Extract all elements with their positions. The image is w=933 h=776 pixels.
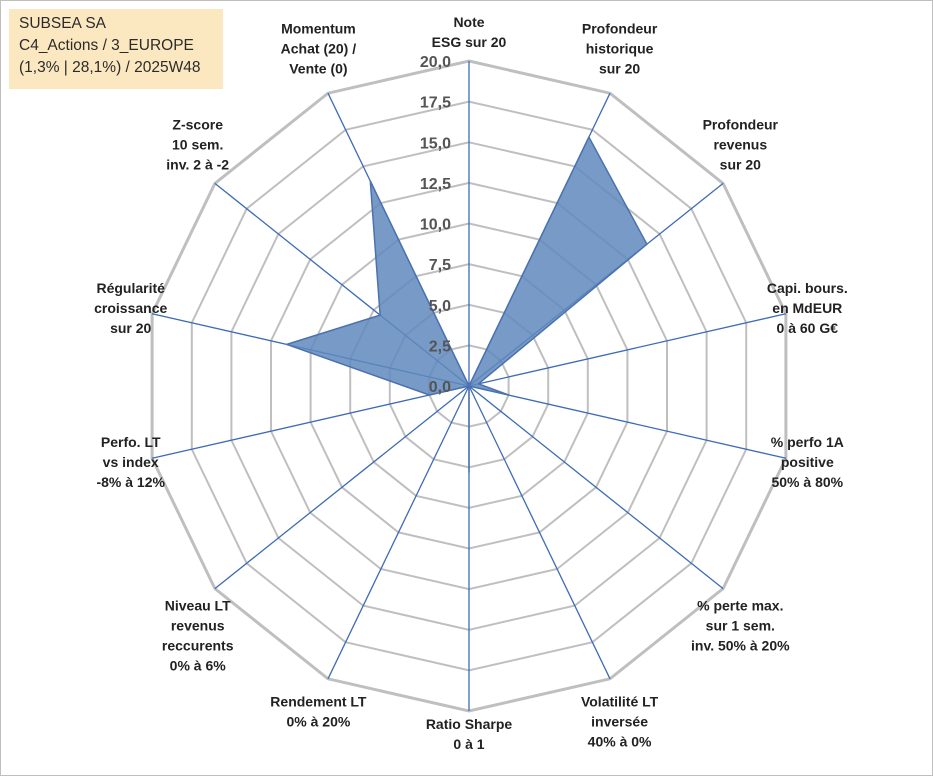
axis-label: Profondeur revenus sur 20 — [703, 117, 779, 173]
axis-label-line: vs index — [103, 454, 159, 470]
series-area — [286, 136, 648, 473]
axis-label-line: 0 à 1 — [453, 736, 484, 752]
axis-label-line: -8% à 12% — [96, 474, 165, 490]
axis-spoke — [468, 385, 611, 680]
tick-label: 17,5 — [420, 95, 451, 112]
portfolio-name: C4_Actions / 3_EUROPE — [19, 37, 194, 54]
axis-label-line: inv. 2 à -2 — [166, 157, 229, 173]
axis-label: Perfo. LT vs index -8% à 12% — [96, 434, 165, 490]
company-name: SUBSEA SA — [19, 15, 107, 32]
axis-labels: Note ESG sur 20 Profondeur historique sur 20… — [94, 14, 848, 752]
axis-label: Z-score 10 sem. inv. 2 à -2 — [166, 117, 229, 173]
axis-spoke — [327, 385, 470, 680]
axis-label-line: sur 1 sem. — [706, 617, 775, 633]
axis-label-line: Z-score — [172, 117, 223, 133]
axis-label-line: revenus — [713, 137, 767, 153]
axis-label-line: sur 20 — [720, 157, 761, 173]
axis-label-line: ESG sur 20 — [432, 34, 507, 50]
tick-label: 7,5 — [429, 257, 451, 274]
axis-label-line: Profondeur — [582, 20, 658, 36]
axis-label-line: Volatilité LT — [581, 694, 659, 710]
axis-label-line: sur 20 — [599, 60, 640, 76]
axis-label-line: inversée — [591, 714, 648, 730]
tick-label: 2,5 — [429, 338, 451, 355]
axis-label: Profondeur historique sur 20 — [582, 20, 658, 76]
axis-label-line: Profondeur — [703, 117, 779, 133]
tick-labels: 0,0 2,5 5,0 7,5 10,0 12,5 15,0 17,5 20,0 — [420, 54, 451, 396]
axis-label: Ratio Sharpe 0 à 1 — [426, 716, 513, 752]
period-stats: (1,3% | 28,1%) / 2025W48 — [19, 59, 201, 76]
axis-label-line: Vente (0) — [289, 60, 347, 76]
axis-label-line: revenus — [171, 617, 225, 633]
axis-label-line: % perfo 1A — [771, 434, 844, 450]
axis-label: Rendement LT 0% à 20% — [270, 694, 367, 730]
axis-label-line: 40% à 0% — [588, 734, 652, 750]
data-area — [286, 136, 648, 473]
axis-label-line: Capi. bours. — [767, 280, 848, 296]
axis-label: Volatilité LT inversée 40% à 0% — [581, 694, 659, 750]
axis-label-line: 0% à 6% — [170, 657, 227, 673]
axis-label: Régularité croissance sur 20 — [94, 280, 167, 336]
axis-label-line: historique — [586, 40, 654, 56]
axis-label-line: 0 à 60 G€ — [777, 320, 839, 336]
axis-spoke — [468, 313, 787, 387]
axis-label-line: Ratio Sharpe — [426, 716, 513, 732]
axis-spoke — [151, 385, 470, 459]
axis-label: % perte max. sur 1 sem. inv. 50% à 20% — [691, 597, 790, 653]
axis-label-line: Niveau LT — [165, 597, 231, 613]
axis-label-line: % perte max. — [697, 597, 783, 613]
axis-spoke — [214, 385, 470, 590]
axis-label-line: Achat (20) / — [281, 40, 357, 56]
axis-label-line: Régularité — [96, 280, 165, 296]
axis-label-line: inv. 50% à 20% — [691, 637, 790, 653]
axis-label-line: croissance — [94, 300, 167, 316]
tick-label: 10,0 — [420, 217, 451, 234]
tick-label: 5,0 — [429, 298, 451, 315]
tick-label: 0,0 — [429, 379, 451, 396]
tick-label: 15,0 — [420, 135, 451, 152]
axis-label-line: Rendement LT — [270, 694, 367, 710]
axis-label-line: reccurents — [162, 637, 234, 653]
info-box: SUBSEA SA C4_Actions / 3_EUROPE (1,3% | … — [9, 9, 223, 89]
tick-label: 12,5 — [420, 176, 451, 193]
axis-label-line: Momentum — [281, 20, 356, 36]
tick-label: 20,0 — [420, 54, 451, 71]
axis-label: Capi. bours. en MdEUR 0 à 60 G€ — [767, 280, 848, 336]
axis-label-line: en MdEUR — [772, 300, 842, 316]
axis-label: Niveau LT revenus reccurents 0% à 6% — [162, 597, 234, 673]
axis-label-line: Perfo. LT — [101, 434, 161, 450]
axis-label: Note ESG sur 20 — [432, 14, 507, 50]
axis-label-line: 0% à 20% — [286, 714, 350, 730]
axis-label: % perfo 1A positive 50% à 80% — [771, 434, 844, 490]
axis-label-line: sur 20 — [110, 320, 151, 336]
axis-label-line: 50% à 80% — [771, 474, 843, 490]
axis-spoke — [468, 385, 724, 590]
axis-spoke — [468, 385, 787, 459]
axis-label-line: positive — [781, 454, 834, 470]
axis-label-line: Note — [453, 14, 484, 30]
axis-label-line: 10 sem. — [172, 137, 223, 153]
axis-label: Momentum Achat (20) / Vente (0) — [281, 20, 357, 76]
